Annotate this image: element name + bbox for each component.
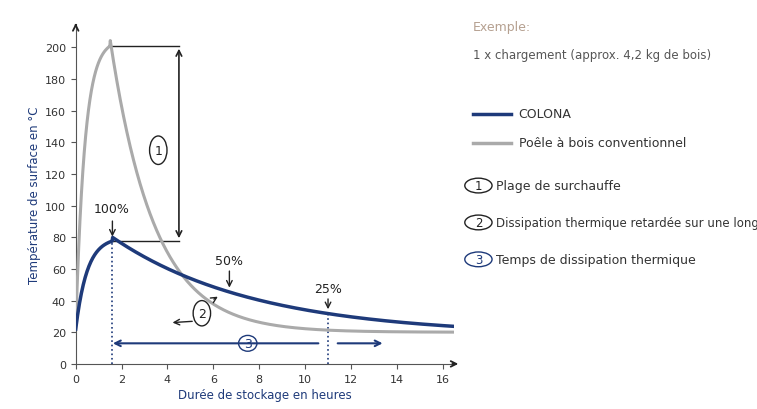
Y-axis label: Température de surface en °C: Température de surface en °C: [28, 106, 41, 283]
Text: Temps de dissipation thermique: Temps de dissipation thermique: [496, 253, 696, 266]
Text: Dissipation thermique retardée sur une longue période de temps: Dissipation thermique retardée sur une l…: [496, 216, 757, 229]
Text: 2: 2: [475, 216, 482, 229]
X-axis label: Durée de stockage en heures: Durée de stockage en heures: [178, 388, 352, 401]
Text: 1: 1: [475, 180, 482, 193]
Text: Poêle à bois conventionnel: Poêle à bois conventionnel: [519, 137, 686, 150]
Text: 2: 2: [198, 307, 206, 320]
Text: COLONA: COLONA: [519, 108, 572, 121]
Text: 100%: 100%: [93, 202, 129, 216]
Text: 3: 3: [244, 337, 251, 350]
Text: 1: 1: [154, 144, 162, 157]
Text: 3: 3: [475, 253, 482, 266]
Text: 1 x chargement (approx. 4,2 kg de bois): 1 x chargement (approx. 4,2 kg de bois): [473, 49, 712, 62]
Text: 25%: 25%: [314, 282, 342, 295]
Text: 50%: 50%: [216, 254, 244, 267]
Text: Exemple:: Exemple:: [473, 20, 531, 34]
Text: Plage de surchauffe: Plage de surchauffe: [496, 180, 621, 193]
